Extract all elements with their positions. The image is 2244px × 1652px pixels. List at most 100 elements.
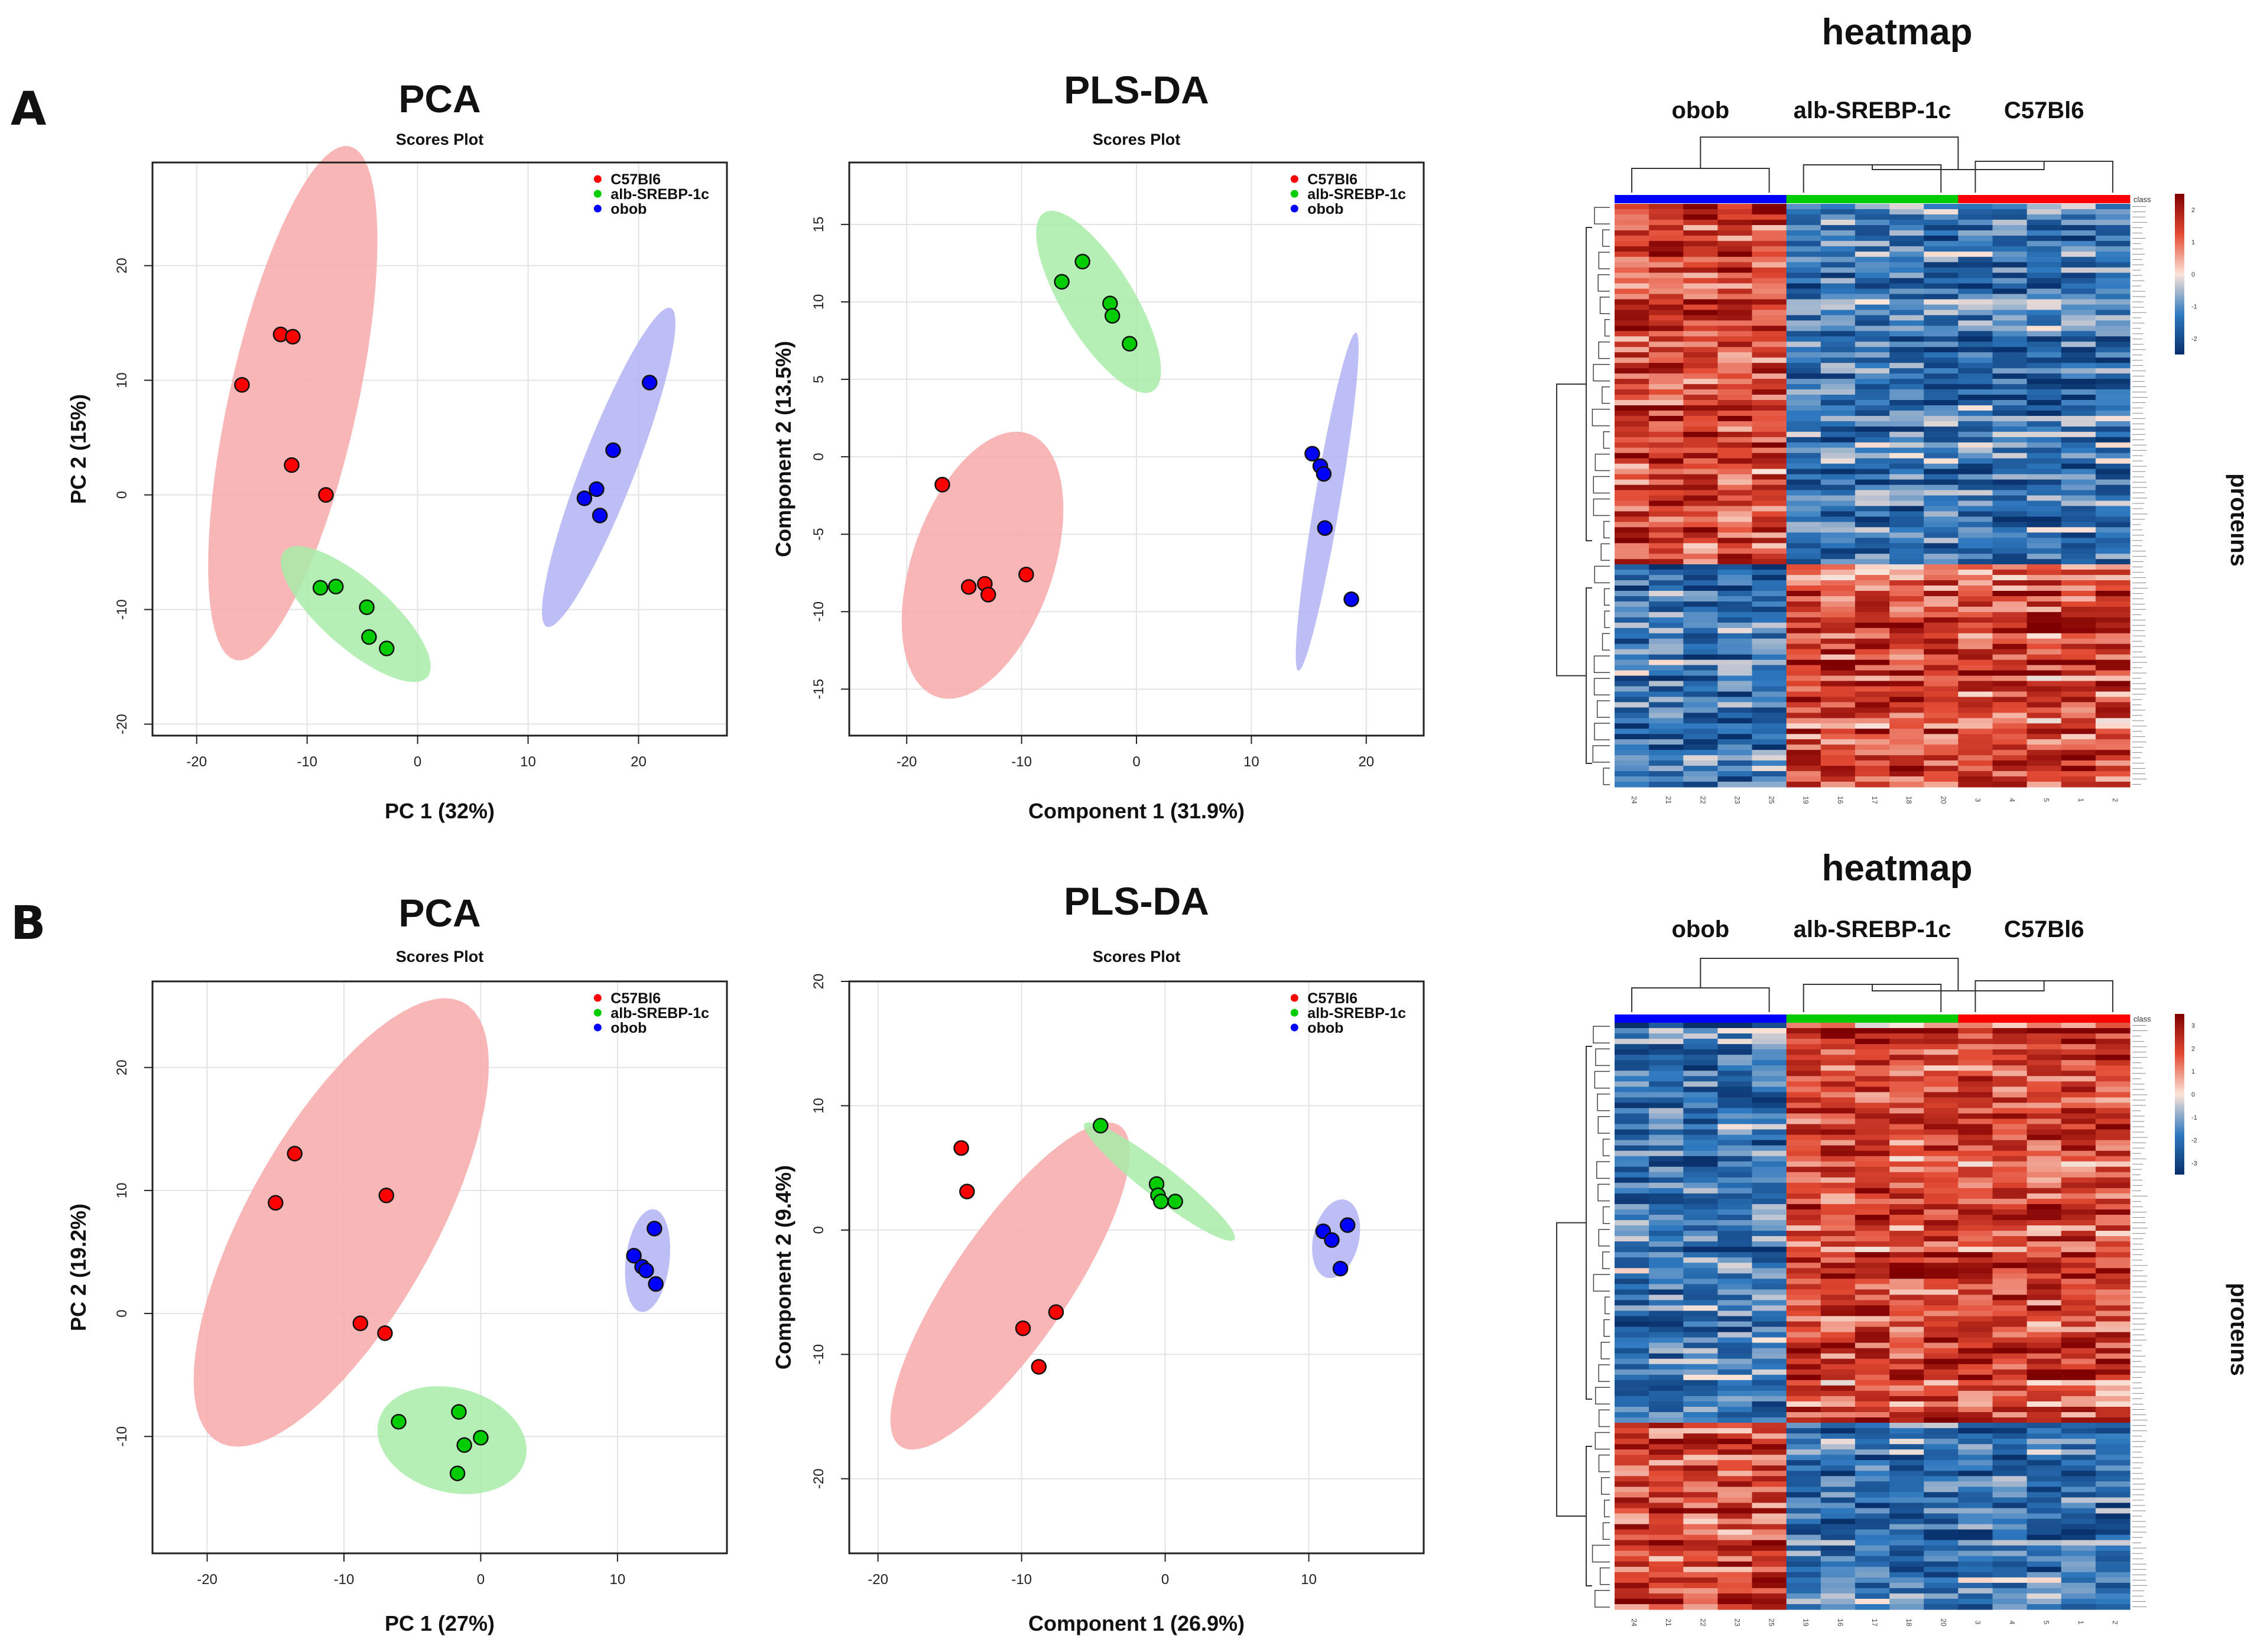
heatmap-cell <box>2095 612 2131 618</box>
heatmap-cell <box>1889 1396 1924 1402</box>
heatmap-cell <box>1615 315 1649 321</box>
heatmap-cell <box>2027 267 2062 274</box>
heatmap-cell <box>1820 1577 1856 1583</box>
heatmap-cell <box>1615 1471 1649 1477</box>
heatmap-cell <box>1958 1604 1993 1610</box>
heatmap-cell <box>1820 1092 1856 1098</box>
heatmap-cell <box>1717 1225 1753 1231</box>
heatmap-cell <box>1958 442 1993 448</box>
heatmap-cell <box>1649 214 1684 220</box>
heatmap-cell <box>1855 437 1890 443</box>
heatmap-cell <box>1958 415 1993 422</box>
heatmap-cell <box>1855 1300 1890 1306</box>
colorbar <box>2175 1014 2184 1175</box>
heatmap-cell <box>1649 1204 1684 1210</box>
heatmap-cell <box>2061 1220 2096 1226</box>
heatmap-cell <box>1717 1444 1753 1450</box>
heatmap-cell <box>1683 225 1718 231</box>
row-dendrogram-branch <box>1594 1432 1610 1450</box>
heatmap-cell <box>1752 554 1787 560</box>
heatmap-cell <box>1683 1593 1718 1599</box>
heatmap-cell <box>1615 320 1649 326</box>
heatmap-cell <box>1958 500 1993 507</box>
heatmap-cell <box>2061 1598 2096 1605</box>
heatmap-cell <box>1889 363 1924 369</box>
heatmap-cell <box>2095 1540 2131 1546</box>
heatmap-cell <box>1820 1561 1856 1568</box>
heatmap-cell <box>2095 591 2131 597</box>
heatmap-cell <box>1889 665 1924 671</box>
heatmap-cell <box>2095 1118 2131 1125</box>
heatmap-cell <box>1958 729 1993 734</box>
heatmap-cell <box>2095 755 2131 761</box>
heatmap-cell <box>1649 1487 1684 1492</box>
heatmap-cell <box>1889 506 1924 512</box>
heatmap-cell <box>1683 729 1718 734</box>
x-axis-label: Component 1 (26.9%) <box>1028 1611 1245 1635</box>
heatmap-cell <box>1752 225 1787 231</box>
heatmap-cell <box>1649 1390 1684 1397</box>
heatmap-cell <box>1786 1204 1821 1210</box>
heatmap-cell <box>1992 718 2028 724</box>
heatmap-cell <box>1820 612 1856 618</box>
heatmap-cell <box>2027 686 2062 692</box>
heatmap-cell <box>1717 1103 1753 1108</box>
heatmap-cell <box>1820 1263 1856 1269</box>
heatmap-cell <box>2095 1220 2131 1226</box>
heatmap-cell <box>1855 659 1890 666</box>
heatmap-cell <box>1820 1433 1856 1439</box>
heatmap-cell <box>1889 627 1924 634</box>
heatmap-cell <box>1992 1182 2028 1189</box>
heatmap-cell <box>1992 1177 2028 1183</box>
heatmap-cell <box>1752 697 1787 703</box>
heatmap-cell <box>1717 1374 1753 1381</box>
heatmap-cell <box>2095 1209 2131 1215</box>
heatmap-cell <box>1717 437 1753 443</box>
heatmap-cell <box>1752 310 1787 316</box>
heatmap-cell <box>2095 760 2131 766</box>
heatmap-cell <box>1615 304 1649 311</box>
heatmap-cell <box>1717 622 1753 629</box>
heatmap-cell <box>2027 495 2062 502</box>
heatmap-cell <box>1615 1481 1649 1487</box>
heatmap-cell <box>2061 1166 2096 1173</box>
heatmap-cell <box>1786 1172 1821 1178</box>
heatmap-cell <box>1889 1321 1924 1328</box>
heatmap-cell <box>2027 288 2062 295</box>
heatmap-cell <box>1786 723 1821 729</box>
heatmap-cell <box>1889 246 1924 252</box>
heatmap-cell <box>1649 1417 1684 1423</box>
panel-label-a: A <box>11 83 47 136</box>
heatmap-cell <box>2095 1369 2131 1375</box>
heatmap-cell <box>1992 1545 2028 1552</box>
heatmap-cell <box>1889 1092 1924 1098</box>
heatmap-cell <box>2095 1417 2131 1423</box>
row-dendrogram-branch <box>1600 543 1610 561</box>
heatmap-cell <box>1786 538 1821 544</box>
heatmap-cell <box>1958 272 1993 279</box>
heatmap-cell <box>1786 209 1821 215</box>
heatmap-cell <box>1683 1156 1718 1162</box>
heatmap-cell <box>1615 612 1649 618</box>
heatmap-cell <box>1683 342 1718 347</box>
heatmap-cell <box>1924 1364 1959 1370</box>
heatmap-cell <box>1958 246 1993 252</box>
heatmap-cell <box>2027 675 2062 682</box>
heatmap-cell <box>1820 1518 1856 1525</box>
heatmap-cell <box>2027 1103 2062 1108</box>
heatmap-cell <box>1717 633 1753 639</box>
heatmap-cell <box>1615 310 1649 316</box>
heatmap-cell <box>1889 304 1924 311</box>
heatmap-cell <box>2061 442 2096 448</box>
heatmap-cell <box>2095 453 2131 459</box>
heatmap-cell <box>1615 463 1649 470</box>
heatmap-cell <box>1889 1220 1924 1226</box>
heatmap-cell <box>1855 771 1890 777</box>
heatmap-cell <box>1649 1193 1684 1199</box>
heatmap-cell <box>1889 400 1924 406</box>
heatmap-cell <box>1649 1321 1684 1328</box>
heatmap-cell <box>1924 1449 1959 1455</box>
heatmap-cell <box>1752 1364 1787 1370</box>
heatmap-cell <box>1752 1588 1787 1594</box>
heatmap-cell <box>1889 1374 1924 1381</box>
